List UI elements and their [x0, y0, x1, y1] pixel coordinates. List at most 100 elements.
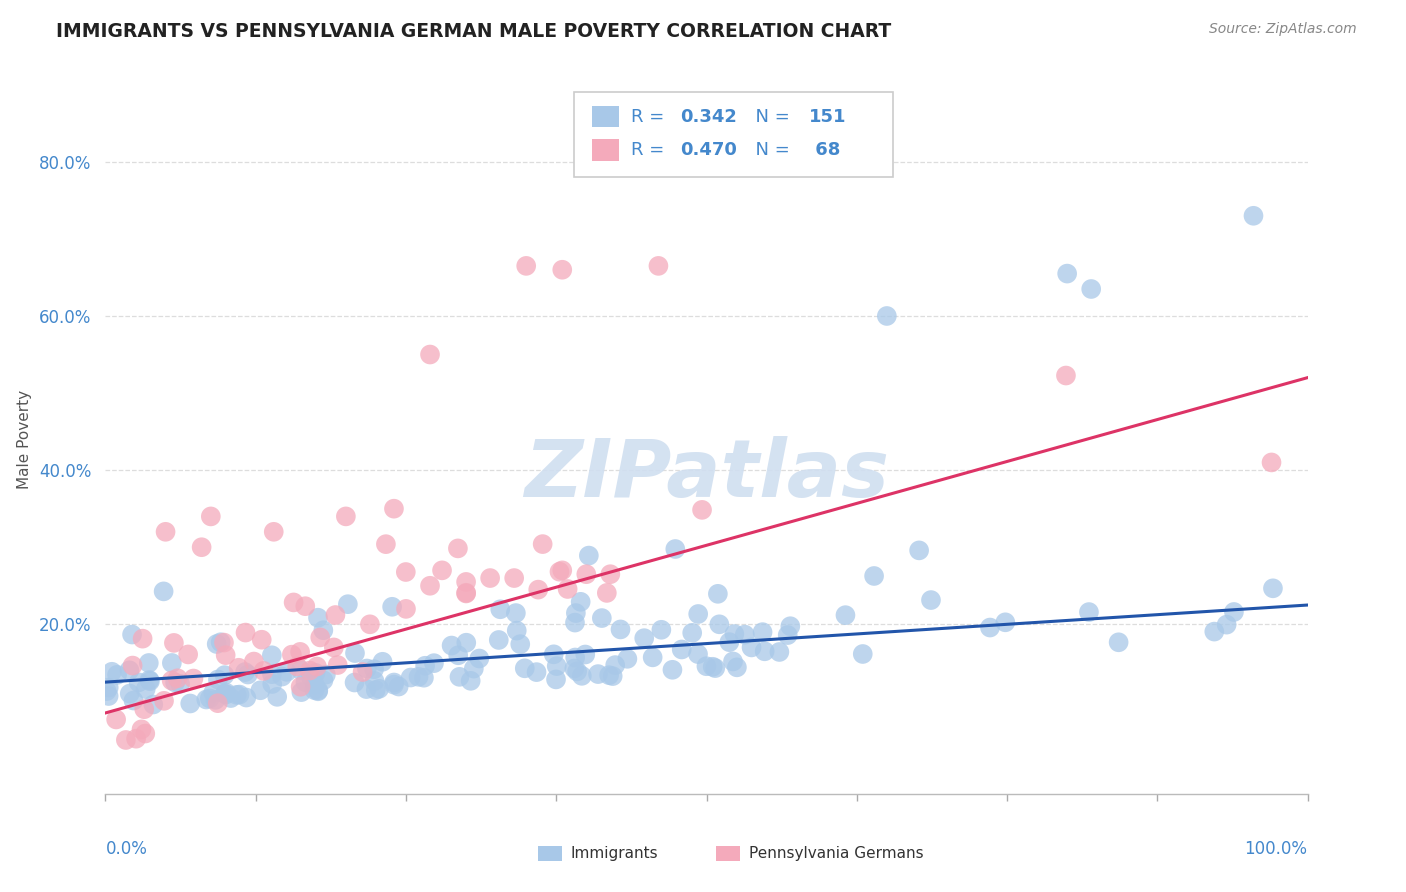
Point	[228, 688, 250, 702]
Point	[440, 639, 463, 653]
Point	[449, 670, 471, 684]
Point	[1204, 624, 1226, 639]
Point	[544, 673, 567, 687]
Point	[160, 673, 183, 688]
Point	[298, 664, 321, 678]
Point	[219, 691, 242, 706]
Text: N =: N =	[744, 108, 796, 126]
Point	[686, 647, 709, 661]
Point	[285, 659, 308, 673]
Point	[920, 593, 942, 607]
Point	[419, 347, 441, 361]
Point	[382, 675, 405, 690]
Point	[598, 668, 620, 682]
Point	[325, 607, 347, 622]
Point	[364, 683, 387, 698]
Point	[575, 567, 598, 582]
Point	[460, 673, 482, 688]
Point	[503, 571, 526, 585]
Point	[97, 681, 120, 695]
Point	[363, 662, 385, 676]
Text: Pennsylvania Germans: Pennsylvania Germans	[748, 846, 924, 861]
Point	[695, 659, 717, 673]
Point	[363, 673, 385, 688]
Text: 0.342: 0.342	[681, 108, 737, 126]
Point	[228, 661, 250, 675]
Point	[336, 597, 359, 611]
Point	[343, 646, 366, 660]
Point	[571, 669, 593, 683]
Point	[456, 586, 478, 600]
Text: R =: R =	[631, 108, 669, 126]
Point	[118, 687, 141, 701]
Point	[263, 524, 285, 539]
Point	[288, 645, 311, 659]
Point	[599, 567, 621, 582]
Point	[105, 668, 128, 682]
Point	[609, 623, 631, 637]
Point	[205, 637, 228, 651]
Point	[215, 688, 238, 702]
Point	[359, 617, 381, 632]
Point	[463, 662, 485, 676]
Point	[395, 565, 418, 579]
Point	[236, 667, 259, 681]
Point	[307, 683, 329, 698]
Point	[97, 689, 120, 703]
Text: 0.470: 0.470	[681, 141, 737, 159]
FancyBboxPatch shape	[574, 92, 893, 177]
Point	[994, 615, 1017, 630]
Point	[250, 632, 273, 647]
Point	[374, 537, 396, 551]
Point	[779, 619, 801, 633]
Point	[307, 684, 329, 698]
Text: IMMIGRANTS VS PENNSYLVANIA GERMAN MALE POVERTY CORRELATION CHART: IMMIGRANTS VS PENNSYLVANIA GERMAN MALE P…	[56, 22, 891, 41]
Point	[371, 655, 394, 669]
Point	[1054, 368, 1077, 383]
Text: N =: N =	[744, 141, 796, 159]
Point	[591, 611, 613, 625]
Point	[131, 723, 153, 737]
Point	[564, 650, 586, 665]
Point	[702, 659, 724, 673]
Point	[381, 599, 404, 614]
Point	[751, 625, 773, 640]
Point	[419, 579, 441, 593]
Point	[233, 665, 256, 679]
Bar	[538, 846, 562, 862]
Point	[408, 670, 430, 684]
Point	[456, 574, 478, 589]
Point	[198, 691, 221, 706]
Point	[565, 665, 588, 679]
Point	[754, 644, 776, 658]
Point	[776, 628, 799, 642]
Text: 100.0%: 100.0%	[1244, 840, 1308, 858]
Point	[183, 672, 205, 686]
Point	[243, 655, 266, 669]
Point	[305, 659, 328, 673]
Point	[876, 309, 898, 323]
Point	[152, 584, 174, 599]
Point	[134, 726, 156, 740]
Point	[527, 582, 550, 597]
Point	[430, 563, 453, 577]
Point	[165, 675, 187, 690]
Text: 0.0%: 0.0%	[105, 840, 148, 858]
Point	[382, 678, 405, 692]
Point	[312, 624, 335, 638]
Point	[356, 661, 378, 675]
Point	[202, 685, 225, 699]
Point	[543, 648, 565, 662]
Point	[105, 713, 128, 727]
Point	[160, 656, 183, 670]
Point	[578, 549, 600, 563]
Point	[225, 688, 247, 702]
Point	[315, 667, 337, 681]
Point	[235, 625, 257, 640]
Point	[1261, 582, 1284, 596]
Point	[266, 690, 288, 704]
Point	[281, 648, 304, 662]
Point	[852, 647, 875, 661]
Point	[153, 694, 176, 708]
Point	[718, 635, 741, 649]
